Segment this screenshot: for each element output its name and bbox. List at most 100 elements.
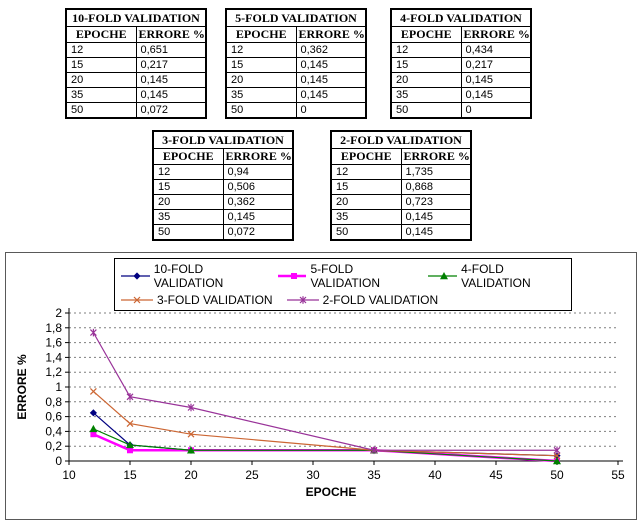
table-title: 3-FOLD VALIDATION: [152, 130, 294, 149]
chart-plot-area: 00,20,40,60,811,21,41,61,82 10 15 20 25 30 35 4…: [45, 306, 625, 482]
table-row: 12 0,362: [225, 42, 367, 58]
table-row: 50 0,145: [330, 224, 472, 241]
epoche-cell: 15: [225, 57, 297, 73]
table-row: 35 0,145: [225, 87, 367, 103]
column-header-errore: ERRORE %: [222, 148, 294, 165]
table-title: 2-FOLD VALIDATION: [330, 130, 472, 149]
epoche-cell: 12: [390, 42, 462, 58]
svg-text:15: 15: [123, 468, 137, 482]
table-row: 50 0: [225, 102, 367, 119]
errore-cell: 0,072: [135, 102, 207, 119]
table-row: 15 0,145: [225, 57, 367, 73]
x-axis-label: EPOCHE: [305, 485, 357, 499]
errore-cell: 0,217: [460, 57, 532, 73]
validation-table-5-fold: 5-FOLD VALIDATION EPOCHE ERRORE % 12 0,36…: [225, 8, 367, 119]
epoche-cell: 35: [225, 87, 297, 103]
error-rate-chart: 10-FOLD VALIDATION 5-FOLD VALIDATION 4-FOL…: [5, 252, 637, 520]
legend-row: 3-FOLD VALIDATION 2-FOLD VALIDATION: [121, 293, 565, 307]
column-header-epoche: EPOCHE: [152, 148, 224, 165]
table-row: 15 0,868: [330, 179, 472, 195]
errore-cell: 0,145: [295, 87, 367, 103]
epoche-cell: 20: [65, 72, 137, 88]
table-row: 12 0,94: [152, 164, 294, 180]
errore-cell: 0,145: [295, 57, 367, 73]
table-row: 35 0,145: [65, 87, 207, 103]
table-row: 35 0,145: [330, 209, 472, 225]
column-header-epoche: EPOCHE: [330, 148, 402, 165]
errore-cell: 0: [295, 102, 367, 119]
column-header-epoche: EPOCHE: [65, 26, 137, 43]
legend-label: 5-FOLD VALIDATION: [310, 262, 381, 290]
errore-cell: 0,145: [400, 209, 472, 225]
errore-cell: 0,145: [222, 209, 294, 225]
svg-text:0,6: 0,6: [45, 410, 62, 424]
epoche-cell: 35: [152, 209, 224, 225]
errore-cell: 0,145: [295, 72, 367, 88]
table-row: 20 0,145: [225, 72, 367, 88]
column-header-epoche: EPOCHE: [390, 26, 462, 43]
table-row: 12 0,651: [65, 42, 207, 58]
column-header-errore: ERRORE %: [400, 148, 472, 165]
errore-cell: 0,868: [400, 179, 472, 195]
legend-item: 2-FOLD VALIDATION: [286, 293, 438, 307]
svg-text:10: 10: [62, 468, 76, 482]
table-row: 12 0,434: [390, 42, 532, 58]
table-row: 15 0,217: [390, 57, 532, 73]
svg-text:0,8: 0,8: [45, 395, 62, 409]
errore-cell: 0: [460, 102, 532, 119]
svg-text:1,4: 1,4: [45, 350, 62, 364]
epoche-cell: 12: [65, 42, 137, 58]
epoche-cell: 50: [225, 102, 297, 119]
epoche-cell: 35: [330, 209, 402, 225]
svg-text:0: 0: [55, 454, 62, 468]
y-axis-label: ERRORE %: [15, 354, 29, 420]
table-row: 35 0,145: [152, 209, 294, 225]
errore-cell: 0,94: [222, 164, 294, 180]
table-row: 15 0,217: [65, 57, 207, 73]
svg-text:2: 2: [55, 306, 62, 320]
errore-cell: 0,362: [222, 194, 294, 210]
epoche-cell: 12: [225, 42, 297, 58]
column-header-errore: ERRORE %: [135, 26, 207, 43]
column-header-errore: ERRORE %: [295, 26, 367, 43]
errore-cell: 0,434: [460, 42, 532, 58]
legend-marker-icon: [286, 296, 319, 304]
table-row: 20 0,145: [65, 72, 207, 88]
epoche-cell: 50: [330, 224, 402, 241]
legend-item: 3-FOLD VALIDATION: [121, 293, 273, 307]
validation-table-3-fold: 3-FOLD VALIDATION EPOCHE ERRORE % 12 0,94…: [152, 130, 294, 241]
errore-cell: 0,506: [222, 179, 294, 195]
svg-text:1,8: 1,8: [45, 321, 62, 335]
table-row: 50 0,072: [152, 224, 294, 241]
table-row: 15 0,506: [152, 179, 294, 195]
svg-text:50: 50: [550, 468, 564, 482]
legend-label: 10-FOLD VALIDATION: [153, 262, 224, 290]
errore-cell: 0,145: [135, 87, 207, 103]
epoche-cell: 50: [152, 224, 224, 241]
validation-table-10-fold: 10-FOLD VALIDATION EPOCHE ERRORE % 12 0,6…: [65, 8, 207, 119]
svg-text:1: 1: [55, 380, 62, 394]
errore-cell: 0,145: [135, 72, 207, 88]
epoche-cell: 15: [390, 57, 462, 73]
table-title: 5-FOLD VALIDATION: [225, 8, 367, 27]
legend-marker-icon: [121, 272, 150, 280]
svg-text:0,4: 0,4: [45, 424, 62, 438]
table-title: 10-FOLD VALIDATION: [65, 8, 207, 27]
legend-marker-icon: [121, 296, 153, 304]
epoche-cell: 50: [65, 102, 137, 119]
table-title: 4-FOLD VALIDATION: [390, 8, 532, 27]
epoche-cell: 15: [330, 179, 402, 195]
errore-cell: 0,072: [222, 224, 294, 241]
epoche-cell: 20: [390, 72, 462, 88]
epoche-cell: 12: [330, 164, 402, 180]
svg-text:1,2: 1,2: [45, 365, 62, 379]
column-header-errore: ERRORE %: [460, 26, 532, 43]
epoche-cell: 20: [330, 194, 402, 210]
legend-item: 5-FOLD VALIDATION: [277, 262, 415, 290]
table-row: 20 0,723: [330, 194, 472, 210]
errore-cell: 0,145: [460, 72, 532, 88]
svg-text:1,6: 1,6: [45, 336, 62, 350]
svg-text:55: 55: [611, 468, 625, 482]
legend-marker-icon: [277, 273, 307, 279]
svg-text:35: 35: [367, 468, 381, 482]
